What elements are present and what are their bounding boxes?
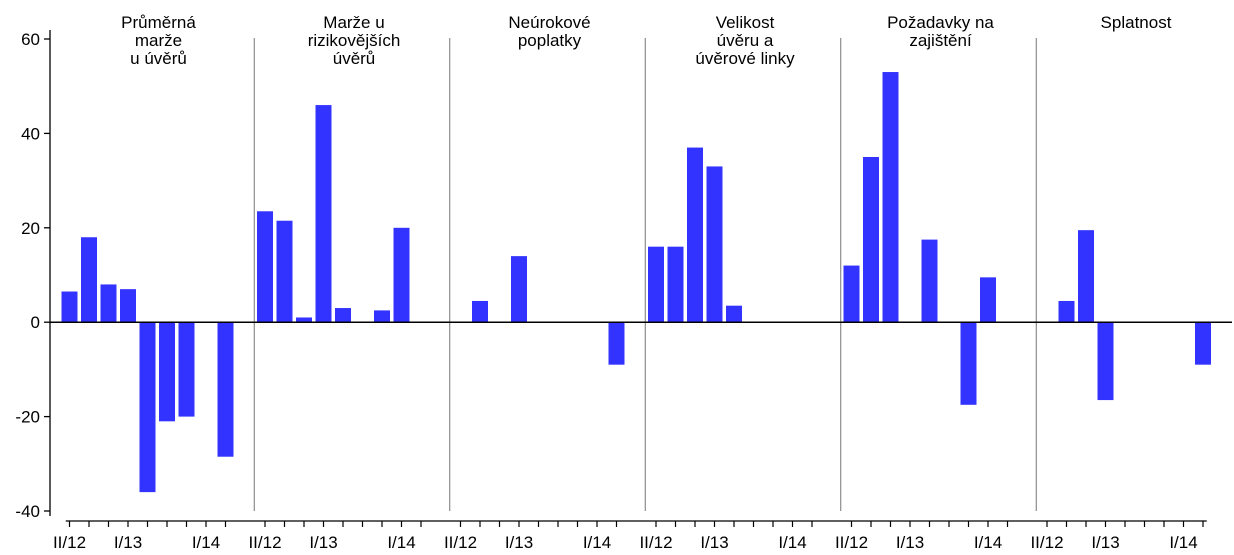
panel-title-line: Požadavky na (887, 13, 994, 32)
x-tick-label: I/13 (505, 533, 533, 552)
bar (100, 284, 117, 323)
x-tick-label: II/12 (1030, 533, 1063, 552)
panel-title-line: rizikovějších (308, 31, 401, 50)
bar (276, 220, 293, 323)
x-tick-label: II/12 (53, 533, 86, 552)
bar (648, 246, 664, 323)
panel-title-line: u úvěrů (130, 49, 187, 68)
y-tick-label: 20 (21, 219, 40, 238)
bar (393, 227, 410, 323)
x-tick-label: I/13 (309, 533, 337, 552)
x-tick-label: I/14 (1169, 533, 1197, 552)
x-tick-label: I/13 (700, 533, 728, 552)
bar (335, 308, 351, 323)
bar (139, 322, 156, 493)
y-tick-label: 0 (31, 313, 40, 332)
bar (61, 291, 78, 323)
panel-title-line: úvěrů (333, 49, 376, 68)
y-axis: 60 40 20 0 -20 -40 (15, 30, 51, 521)
bar (667, 246, 684, 323)
bar (159, 322, 175, 422)
bar (608, 322, 625, 365)
bar (472, 300, 488, 323)
x-tick-label: I/14 (192, 533, 220, 552)
x-tick-label: I/14 (387, 533, 415, 552)
x-axis: II/12 I/13 I/14 II/12 I/13 I/14 II/12 I/13 I/14 I… (53, 520, 1207, 552)
panel-title-line: marže (135, 31, 182, 50)
bar (843, 265, 860, 323)
bar (296, 317, 312, 323)
bar (81, 237, 97, 323)
bar (921, 239, 938, 323)
x-tick-label: II/12 (639, 533, 672, 552)
bars (61, 72, 1211, 493)
bar (1058, 300, 1075, 323)
bar (315, 105, 332, 323)
x-tick-label: II/12 (835, 533, 868, 552)
bar (687, 147, 703, 323)
bar (863, 157, 879, 323)
panel-title-line: Neúrokové (508, 13, 590, 32)
x-tick-label: I/13 (1091, 533, 1119, 552)
x-tick-label: I/13 (896, 533, 924, 552)
bar (726, 305, 742, 323)
x-tick-label: I/13 (114, 533, 142, 552)
bar (882, 72, 899, 323)
bar (980, 277, 996, 323)
y-tick-label: -20 (15, 408, 40, 427)
panel-title-line: poplatky (518, 31, 582, 50)
y-tick-label: -40 (15, 502, 40, 521)
panel-dividers (253, 38, 1037, 511)
bar (1078, 230, 1094, 323)
bar (511, 256, 527, 323)
panel-title-line: úvěrové linky (695, 49, 795, 68)
y-tick-label: 40 (21, 124, 40, 143)
x-tick-label: I/14 (778, 533, 806, 552)
bar (960, 322, 977, 405)
bar (706, 166, 723, 323)
x-tick-label: II/12 (248, 533, 281, 552)
panel-title-line: Splatnost (1101, 13, 1172, 32)
panel-title-line: Průměrná (121, 13, 196, 32)
panel-title-line: úvěru a (717, 31, 774, 50)
bar (374, 310, 390, 323)
bar (217, 322, 234, 457)
bar (257, 211, 273, 323)
panel-title-line: Marže u (323, 13, 384, 32)
x-tick-label: II/12 (444, 533, 477, 552)
panel-title-line: zajištění (909, 31, 972, 50)
bar (178, 322, 195, 417)
bar (120, 289, 136, 323)
x-tick-label: I/14 (583, 533, 611, 552)
panel-title-line: Velikost (716, 13, 775, 32)
bar (1195, 322, 1211, 365)
panel-title: Splatnost (1101, 13, 1172, 32)
y-tick-label: 60 (21, 30, 40, 49)
bar (1097, 322, 1114, 401)
x-tick-label: I/14 (974, 533, 1002, 552)
